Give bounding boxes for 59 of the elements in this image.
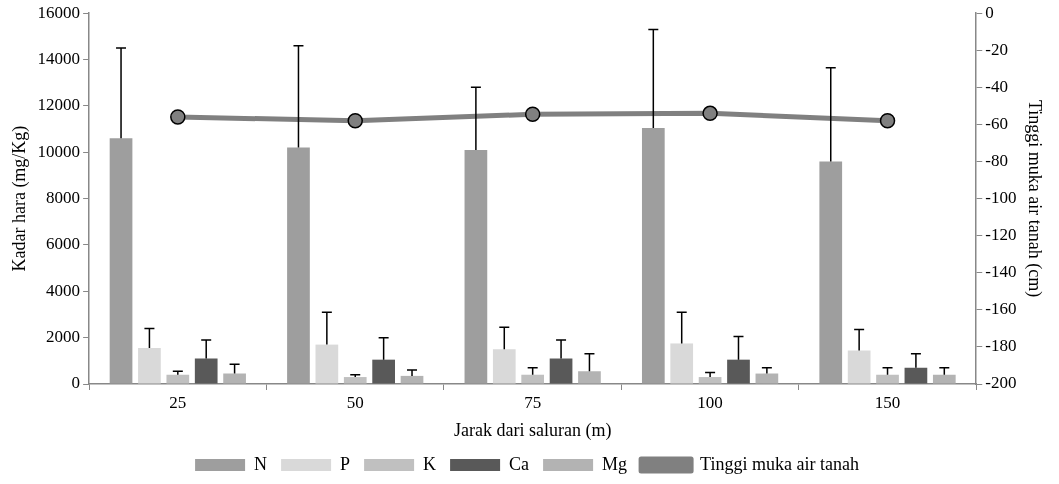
y2-tick-label: -180 <box>985 336 1017 356</box>
bar <box>343 377 367 384</box>
y-tick-label: 10000 <box>37 141 81 161</box>
x-tick-label: 75 <box>524 392 542 412</box>
bar <box>932 374 956 384</box>
y-axis-title: Kadar hara (mg/Kg) <box>8 125 30 272</box>
bar <box>670 343 694 384</box>
y-tick-label: 12000 <box>37 95 81 115</box>
y2-tick-label: 0 <box>985 2 994 22</box>
bar <box>641 127 665 384</box>
bar <box>578 371 601 384</box>
y2-tick-label: -80 <box>985 150 1008 170</box>
y-tick-label: 16000 <box>37 2 81 22</box>
y2-tick-label: -120 <box>985 225 1017 245</box>
bar <box>904 367 928 384</box>
bar <box>876 374 899 384</box>
y2-axis-title: Tinggi muka air tanah (cm) <box>1024 99 1046 298</box>
y-tick-label: 8000 <box>46 188 81 208</box>
y-tick-label: 2000 <box>46 327 81 347</box>
bar <box>819 161 843 384</box>
y2-tick-label: -200 <box>985 373 1017 393</box>
y2-tick-label: -160 <box>985 299 1017 319</box>
bar <box>727 359 750 384</box>
bar <box>400 375 424 384</box>
y-tick-label: 6000 <box>46 234 81 254</box>
x-tick-label: 100 <box>697 392 723 412</box>
bar <box>847 350 871 384</box>
y2-tick-label: -20 <box>985 39 1008 59</box>
legend-label: N <box>254 453 268 474</box>
bar <box>492 349 516 384</box>
bar <box>166 374 190 384</box>
y2-tick-label: -100 <box>985 188 1017 208</box>
y2-tick-label: -60 <box>985 113 1008 133</box>
y-tick-label: 4000 <box>46 280 81 300</box>
legend-label: K <box>423 453 437 474</box>
legend-label: Tinggi muka air tanah <box>700 453 859 474</box>
bar <box>464 149 488 384</box>
bar <box>755 373 779 384</box>
x-tick-label: 25 <box>169 392 187 412</box>
bar <box>372 359 395 384</box>
legend-label: P <box>340 453 351 474</box>
x-tick-label: 50 <box>346 392 364 412</box>
y2-tick-label: -40 <box>985 76 1008 96</box>
legend-label: Ca <box>509 453 530 474</box>
x-axis-title: Jarak dari saluran (m) <box>453 419 612 441</box>
x-tick-label: 150 <box>874 392 901 412</box>
bar <box>698 377 722 384</box>
bar <box>521 374 545 384</box>
bar <box>287 147 310 384</box>
y-tick-label: 0 <box>71 373 81 393</box>
bar <box>194 358 218 384</box>
bar <box>109 138 133 384</box>
bar <box>549 358 573 384</box>
bar <box>223 373 246 384</box>
y-tick-label: 14000 <box>37 49 81 69</box>
y2-tick-label: -140 <box>985 262 1017 282</box>
bar <box>138 348 161 384</box>
bar <box>315 344 339 384</box>
legend-label: Mg <box>602 453 628 474</box>
